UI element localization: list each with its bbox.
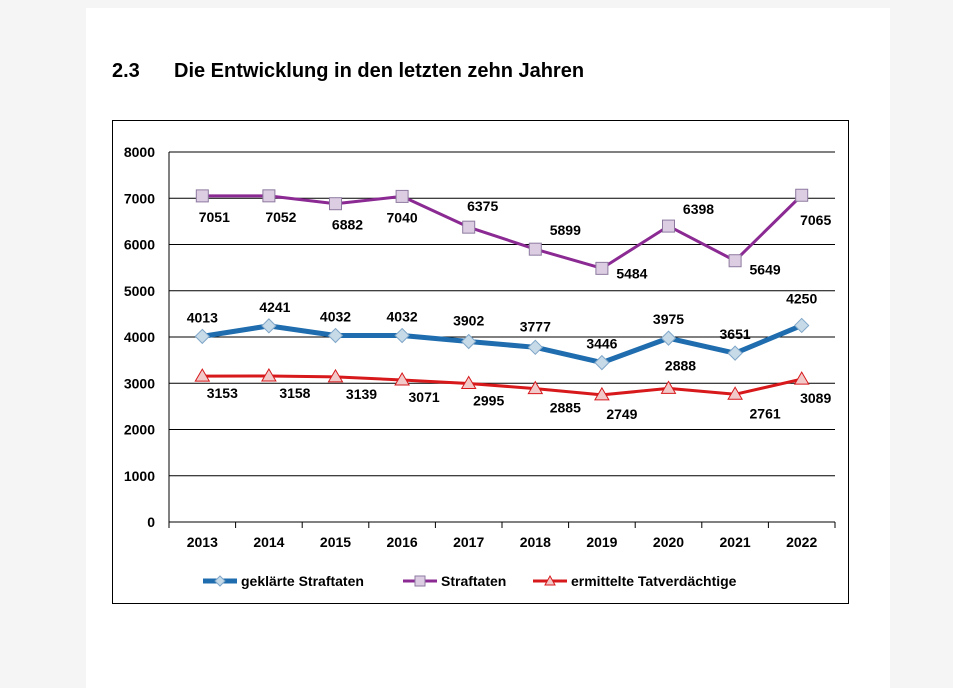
data-label: 5484 [616, 265, 647, 281]
data-point-marker [194, 368, 211, 382]
y-tick-label: 8000 [124, 144, 155, 160]
y-tick-label: 0 [147, 514, 155, 530]
data-label: 3975 [653, 311, 684, 327]
x-tick-label: 2014 [253, 534, 284, 550]
section-title: Die Entwicklung in den letzten zehn Jahr… [174, 60, 585, 82]
series-line-straftaten [202, 194, 803, 270]
section-number: 2.3 [112, 60, 140, 82]
data-label: 2761 [750, 405, 781, 421]
y-tick-label: 1000 [124, 468, 155, 484]
data-label: 2749 [606, 406, 637, 422]
data-point-marker [594, 386, 610, 401]
data-point-marker [394, 327, 410, 344]
legend-label: geklärte Straftaten [241, 573, 364, 589]
series-line-geklärte-straftaten [201, 323, 803, 366]
data-point-marker [728, 254, 742, 268]
data-label: 5649 [750, 262, 781, 278]
data-point-marker [527, 380, 544, 395]
y-tick-label: 3000 [124, 375, 155, 391]
data-point-marker [195, 189, 209, 203]
x-tick-label: 2021 [720, 534, 751, 550]
data-point-marker [727, 386, 743, 400]
data-point-marker [261, 318, 277, 334]
legend-label: Straftaten [441, 573, 506, 589]
data-point-marker [528, 242, 542, 256]
data-point-marker [527, 339, 544, 356]
data-point-marker [793, 317, 810, 334]
data-label: 4032 [320, 309, 351, 325]
x-tick-label: 2013 [187, 534, 218, 550]
series-line-ermittelte-tatverdächtige [202, 374, 803, 397]
data-point-marker [394, 371, 410, 386]
data-point-marker [660, 330, 677, 346]
data-point-marker [395, 189, 409, 203]
data-point-marker [262, 189, 276, 203]
data-point-marker [727, 345, 743, 361]
data-point-marker [327, 368, 344, 383]
x-tick-label: 2020 [653, 534, 684, 550]
x-tick-label: 2018 [520, 534, 551, 550]
data-label: 7065 [800, 212, 831, 228]
data-point-marker [327, 327, 344, 344]
data-point-marker [462, 220, 476, 234]
data-point-marker [329, 197, 342, 211]
data-point-marker [660, 380, 677, 394]
legend-label: ermittelte Tatverdächtige [571, 573, 737, 589]
x-tick-label: 2017 [453, 534, 484, 550]
data-point-marker [793, 371, 810, 385]
legend-marker [544, 574, 556, 586]
data-point-marker [795, 188, 809, 202]
data-label: 2885 [550, 400, 581, 416]
data-point-marker [594, 354, 610, 371]
x-tick-label: 2019 [586, 534, 617, 550]
legend-marker [414, 575, 426, 587]
y-tick-label: 2000 [124, 422, 155, 438]
data-label: 3139 [346, 386, 377, 402]
data-label: 3153 [207, 385, 238, 401]
data-label: 3089 [800, 390, 831, 406]
data-label: 3902 [453, 313, 484, 329]
data-label: 4032 [387, 309, 418, 325]
y-tick-label: 7000 [124, 190, 155, 206]
legend-marker [214, 575, 226, 587]
data-label: 5899 [550, 222, 581, 238]
data-label: 4241 [259, 299, 290, 315]
data-label: 3158 [279, 385, 310, 401]
x-tick-label: 2022 [786, 534, 817, 550]
data-label: 6375 [467, 198, 498, 214]
data-label: 4250 [786, 290, 817, 306]
data-label: 7052 [265, 209, 296, 225]
x-tick-label: 2016 [387, 534, 418, 550]
data-label: 2995 [473, 392, 504, 408]
data-label: 4013 [187, 309, 218, 325]
data-label: 3446 [586, 336, 617, 352]
data-label: 3651 [720, 326, 751, 342]
data-label: 6882 [332, 217, 363, 233]
y-tick-label: 4000 [124, 329, 155, 345]
data-point-marker [194, 328, 211, 345]
line-chart: 0 1000 2000 3000 4000 5000 6000 7000 8000 2013 201… [124, 144, 836, 589]
data-point-marker [460, 333, 477, 350]
y-tick-label: 6000 [124, 237, 155, 253]
data-point-marker [261, 367, 277, 382]
data-point-marker [595, 261, 609, 275]
y-tick-label: 5000 [124, 283, 155, 299]
data-label: 2888 [665, 357, 696, 373]
chart-frame: 0 1000 2000 3000 4000 5000 6000 7000 8000 2013 201… [112, 120, 849, 604]
data-label: 7040 [387, 209, 418, 225]
section-heading: 2.3 Die Entwicklung in den letzten zehn J… [112, 60, 584, 83]
data-point-marker [460, 375, 477, 389]
data-label: 6398 [683, 201, 714, 217]
x-tick-label: 2015 [320, 534, 351, 550]
data-label: 7051 [199, 209, 230, 225]
data-point-marker [662, 219, 675, 233]
data-label: 3071 [409, 389, 440, 405]
data-label: 3777 [520, 318, 551, 334]
